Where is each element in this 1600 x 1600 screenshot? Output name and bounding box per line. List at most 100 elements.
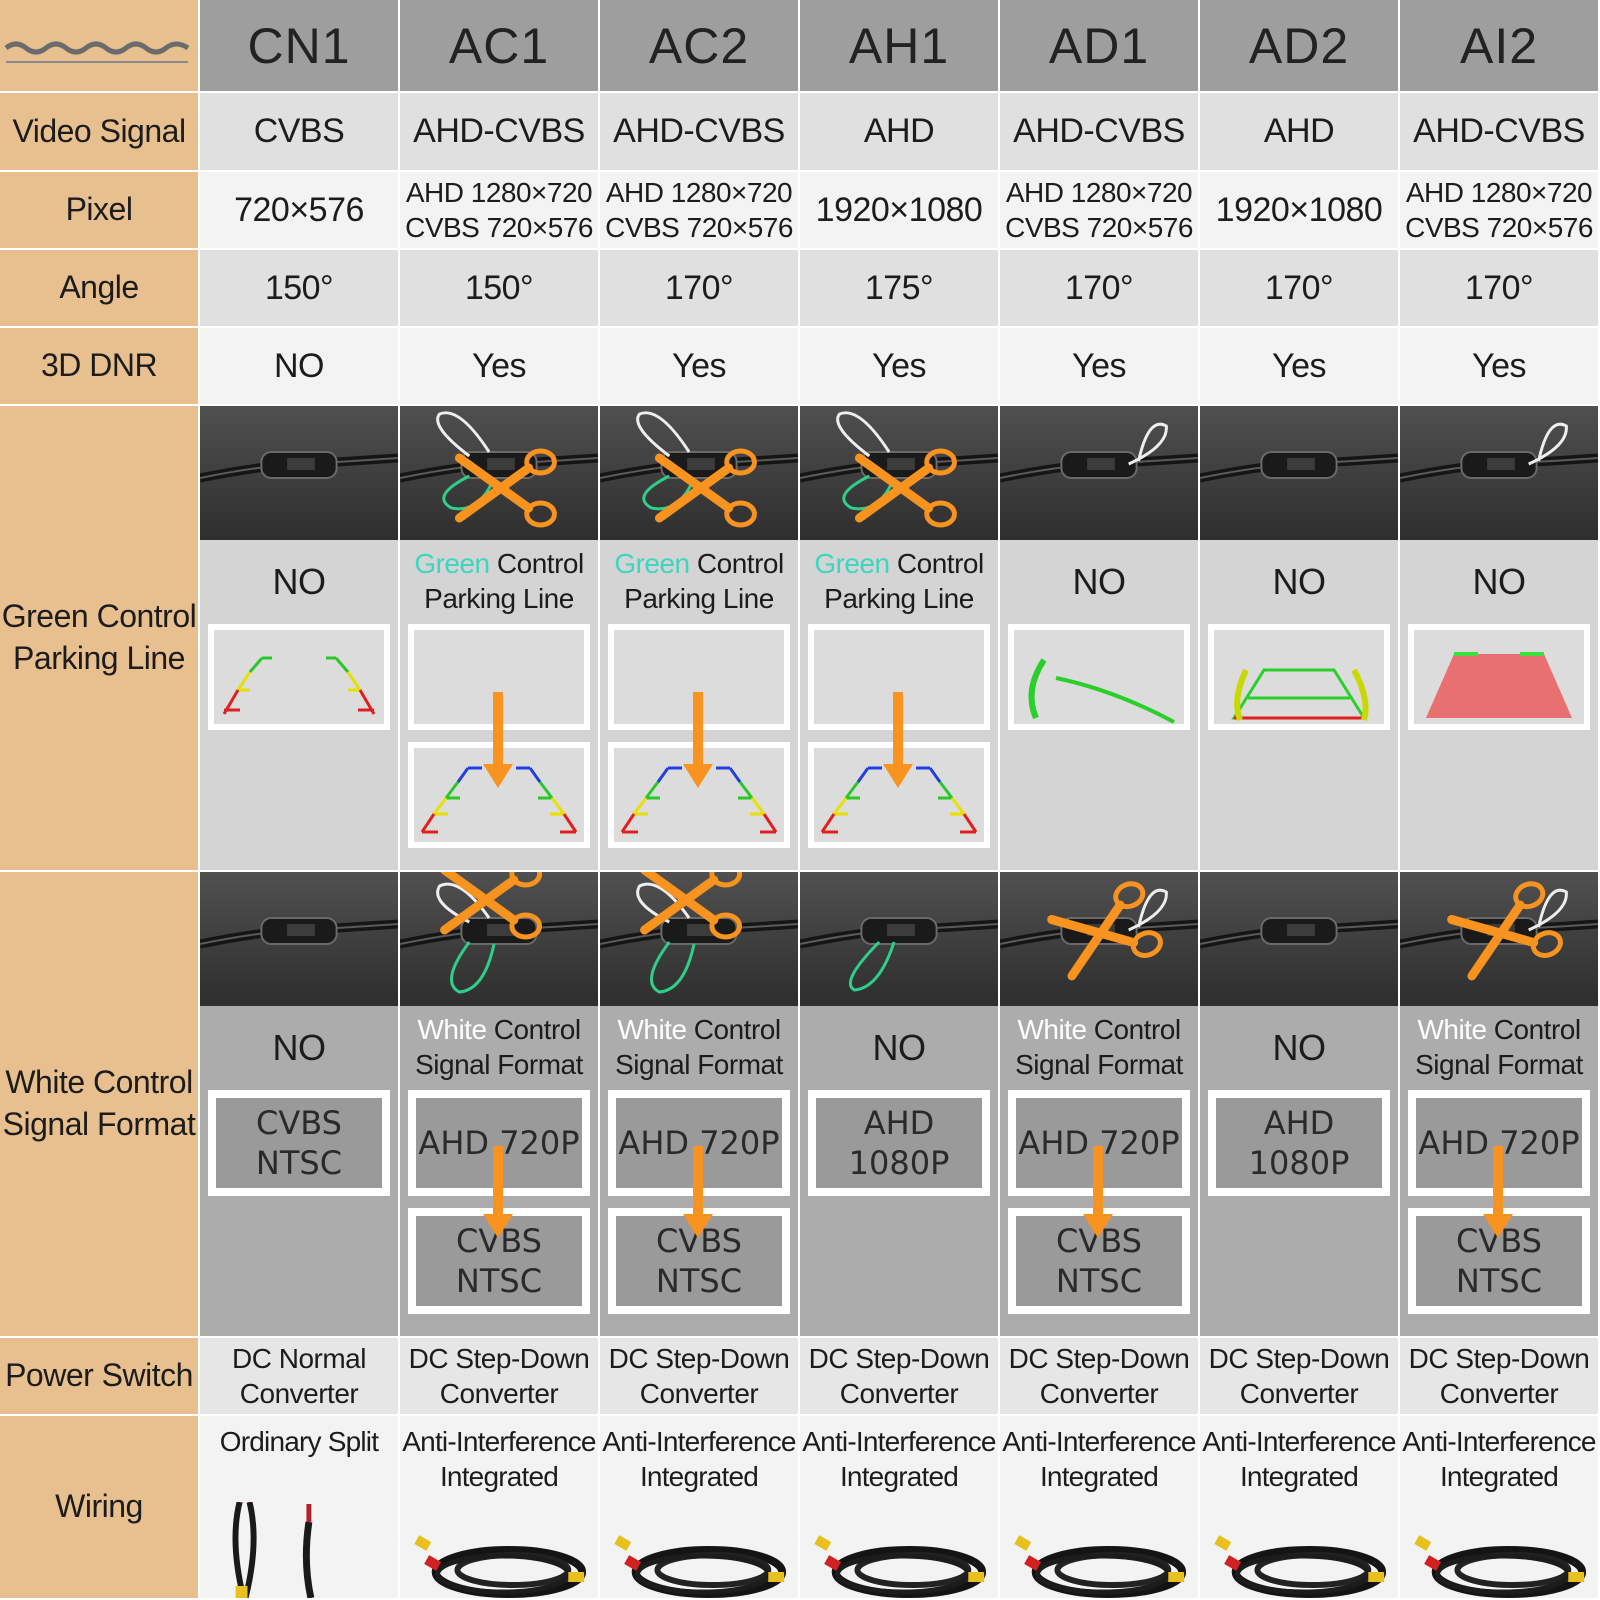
brand-logo <box>4 41 190 63</box>
wiring-harness-icon <box>1014 1535 1187 1598</box>
cable-photo <box>1400 406 1598 540</box>
white-control-cell: White Control Signal Format AHD 720P CVBS NT… <box>1000 872 1200 1338</box>
row-label-green-control: Green Control Parking Line <box>0 406 200 872</box>
scissors-icon <box>640 872 743 940</box>
keyword-white: White <box>417 1014 487 1045</box>
guide-area <box>1000 622 1198 870</box>
wiring-value: Anti-Interference Integrated <box>600 1416 800 1600</box>
wiring-line: Integrated <box>439 1461 559 1492</box>
pixel-line: AHD 1280×720 <box>1005 177 1193 208</box>
dnr-value: NO <box>200 328 400 406</box>
green-control-cell: Green Control Parking Line <box>600 406 800 872</box>
arrow-wrap <box>1483 1146 1513 1243</box>
camera-cable-photo <box>600 872 798 994</box>
keyword-white: White <box>1017 1014 1087 1045</box>
cable-photo <box>400 872 598 1006</box>
scissors-icon <box>654 448 757 528</box>
signal-line: 1080P <box>1248 1144 1350 1182</box>
keyword-white: White <box>1417 1014 1487 1045</box>
green-control-cell: NO <box>1200 406 1400 872</box>
text-line: Signal Format <box>1415 1049 1583 1080</box>
wiring-line: Integrated <box>1439 1461 1559 1492</box>
text-line: Parking Line <box>824 583 974 614</box>
power-line: Converter <box>1239 1378 1359 1409</box>
row-label-white-control: White Control Signal Format <box>0 872 200 1338</box>
dnr-value: Yes <box>1400 328 1600 406</box>
row-label-3d-dnr: 3D DNR <box>0 328 200 406</box>
wiring-harness-icon <box>414 1535 587 1598</box>
camera-cable-photo <box>800 917 998 992</box>
guide-screen <box>1208 624 1390 730</box>
cable-photo <box>1200 406 1398 540</box>
angle-value: 150° <box>200 250 400 328</box>
no-text: NO <box>1272 1026 1327 1068</box>
power-line: Converter <box>439 1378 559 1409</box>
arrow-down-icon <box>683 692 713 788</box>
text-line: Signal Format <box>1015 1049 1183 1080</box>
label-line: Parking Line <box>13 640 185 676</box>
row-label-power-switch: Power Switch <box>0 1338 200 1416</box>
no-text: NO <box>1472 560 1527 602</box>
video-signal-value: AHD-CVBS <box>600 93 800 172</box>
white-control-text: NO <box>200 1006 398 1088</box>
pixel-value: AHD 1280×720 CVBS 720×576 <box>1000 172 1200 250</box>
row-label-video-signal: Video Signal <box>0 93 200 172</box>
dnr-value: Yes <box>800 328 1000 406</box>
parking-guide-lines <box>1028 658 1175 724</box>
white-control-text: NO <box>800 1006 998 1088</box>
wiring-line: Integrated <box>839 1461 959 1492</box>
video-signal-value: AHD-CVBS <box>1400 93 1600 172</box>
green-control-text: Green Control Parking Line <box>800 540 998 622</box>
camera-cable-photo <box>600 411 798 528</box>
text-rest: Control <box>889 548 984 579</box>
signal-area: AHD 720P CVBS NTSC <box>400 1088 598 1336</box>
cable-photo <box>1200 872 1398 1006</box>
text-line: Green Control <box>414 546 584 581</box>
green-control-text: Green Control Parking Line <box>600 540 798 622</box>
text-line: Parking Line <box>624 583 774 614</box>
angle-value: 170° <box>1200 250 1400 328</box>
parking-guide-lines <box>1231 668 1369 722</box>
text-line: Green Control <box>614 546 784 581</box>
cable-photo <box>200 872 398 1006</box>
text-rest: Control <box>1486 1014 1581 1045</box>
text-line: Signal Format <box>615 1049 783 1080</box>
angle-value: 170° <box>1000 250 1200 328</box>
camera-cable-photo <box>1000 422 1198 483</box>
pixel-value: AHD 1280×720 CVBS 720×576 <box>400 172 600 250</box>
no-text: NO <box>272 560 327 602</box>
power-value: DC Step-Down Converter <box>400 1338 600 1416</box>
arrow-wrap <box>683 692 713 793</box>
power-line: DC Step-Down <box>808 1343 990 1374</box>
white-control-cell: White Control Signal Format AHD 720P CVBS NT… <box>400 872 600 1338</box>
white-control-cell: NO AHD 1080P <box>1200 872 1400 1338</box>
model-header: AC1 <box>400 0 600 93</box>
white-control-cell: White Control Signal Format AHD 720P CVBS NT… <box>600 872 800 1338</box>
text-line: Green Control <box>814 546 984 581</box>
dnr-value: Yes <box>400 328 600 406</box>
text-rest: Control <box>686 1014 781 1045</box>
model-header: AD2 <box>1200 0 1400 93</box>
arrow-down-icon <box>483 692 513 788</box>
signal-line: AHD <box>863 1104 935 1142</box>
arrow-down-icon <box>683 1146 713 1238</box>
cable-photo <box>1400 872 1598 1006</box>
pixel-line: 720×576 <box>234 190 364 229</box>
wiring-text: Anti-Interference Integrated <box>402 1416 596 1494</box>
text-rest: Control <box>489 548 584 579</box>
no-text: NO <box>1072 560 1127 602</box>
row-label-wiring: Wiring <box>0 1416 200 1600</box>
cable-photo <box>600 872 798 1006</box>
wiring-line: Integrated <box>1239 1461 1359 1492</box>
cable-photo <box>800 406 998 540</box>
power-line: Converter <box>1439 1378 1559 1409</box>
signal-box: CVBS NTSC <box>208 1090 390 1196</box>
scissors-icon <box>1447 881 1563 981</box>
camera-cable-photo <box>1400 881 1598 981</box>
camera-cable-photo <box>200 917 398 949</box>
no-text: NO <box>1272 560 1327 602</box>
arrow-wrap <box>1083 1146 1113 1243</box>
text-line: White Control <box>417 1012 581 1047</box>
guide-screen <box>1008 624 1190 730</box>
guide-area <box>1400 622 1598 870</box>
